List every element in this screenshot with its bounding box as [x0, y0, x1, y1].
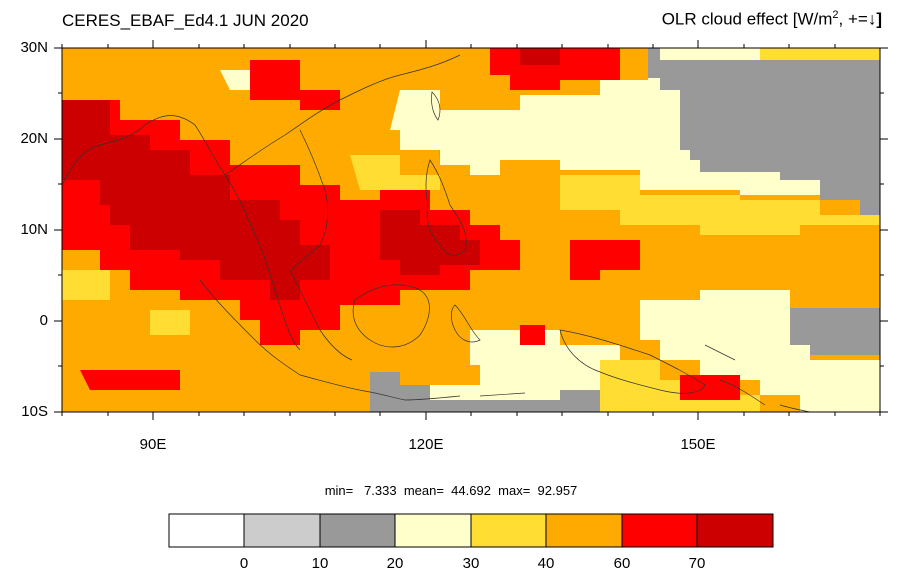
colorbar-label-70: 70	[688, 555, 706, 572]
map-field	[62, 48, 880, 412]
colorbar-label-40: 40	[537, 555, 555, 572]
colorbar-label-10: 10	[311, 555, 329, 572]
field-region-darkred-center	[380, 210, 480, 275]
coastline-indochina	[62, 115, 301, 351]
field-region-gray-south	[370, 372, 600, 412]
colorbar-label-30: 30	[462, 555, 480, 572]
lat-label-30n: 30N	[20, 39, 48, 56]
lat-label-10s: 10S	[21, 403, 48, 420]
colorbar-label-0: 0	[239, 555, 249, 572]
colorbar-box-4	[394, 513, 472, 548]
colorbar	[168, 513, 774, 548]
field-region-lightyellow-east	[640, 290, 880, 412]
field-region-red-s	[520, 325, 545, 345]
colorbar-box-5	[470, 513, 547, 548]
field-region-lightyellow-nw	[220, 70, 250, 90]
colorbar-box-6	[545, 513, 623, 548]
colorbar-label-20: 20	[386, 555, 404, 572]
coastline-philippines	[425, 159, 467, 256]
field-region-gray-se	[790, 308, 880, 355]
ticks-major	[54, 40, 888, 420]
coastline-sulawesi	[450, 304, 481, 343]
dataset-title: CERES_EBAF_Ed4.1 JUN 2020	[62, 11, 309, 30]
field-statistics: min= 7.333 mean= 44.692 max= 92.957	[324, 483, 578, 498]
coastline-bismarck	[704, 344, 736, 361]
coastlines	[62, 54, 811, 412]
colorbar-box-2	[243, 513, 321, 548]
coastline-borneo	[352, 284, 430, 348]
field-region-red-se	[680, 375, 740, 400]
lon-label-120e: 120E	[408, 436, 444, 453]
field-region-yellow-mid	[150, 310, 190, 335]
coastline-malay	[289, 269, 353, 361]
lat-label-20n: 20N	[20, 130, 48, 147]
coastline-china	[224, 54, 461, 176]
field-region-red-sw	[80, 370, 180, 390]
field-region-gray-ne	[648, 48, 880, 215]
coastline-vietnam	[291, 129, 329, 271]
coastline-lesser-sunda	[404, 392, 526, 401]
field-region-yellow-east	[560, 175, 880, 235]
lon-label-90e: 90E	[139, 436, 167, 453]
coastline-solomon	[719, 379, 811, 412]
colorbar-box-1	[168, 513, 245, 548]
field-region-lightyellow-top	[660, 48, 760, 60]
colorbar-box-8	[696, 513, 774, 548]
field-region-yellow-center	[350, 155, 440, 190]
coastline-sumatra	[199, 279, 301, 376]
variable-title: OLR cloud effect [W/m2, +=↓]	[661, 9, 882, 29]
field-region-lightyellow-north	[390, 78, 820, 195]
colorbar-box-3	[319, 513, 396, 548]
colorbar-label-60: 60	[613, 555, 631, 572]
colorbar-box-7	[621, 513, 698, 548]
coastline-new-guinea	[559, 329, 706, 394]
field-region-yellow-ne	[760, 48, 880, 60]
coastline-taiwan	[431, 91, 441, 121]
field-region-red-nw	[250, 60, 340, 110]
field-region-red-east	[570, 240, 640, 280]
field-region-yellow-left	[62, 270, 110, 300]
lat-label-0: 0	[39, 312, 48, 329]
lon-label-150e: 150E	[680, 436, 716, 453]
field-region-darkred-north	[520, 48, 560, 65]
coastline-java	[299, 374, 406, 401]
field-region-lightyellow-south	[430, 330, 620, 400]
ticks-minor	[58, 44, 884, 416]
field-region-darkred-west	[62, 100, 330, 300]
lat-label-10n: 10N	[20, 221, 48, 238]
